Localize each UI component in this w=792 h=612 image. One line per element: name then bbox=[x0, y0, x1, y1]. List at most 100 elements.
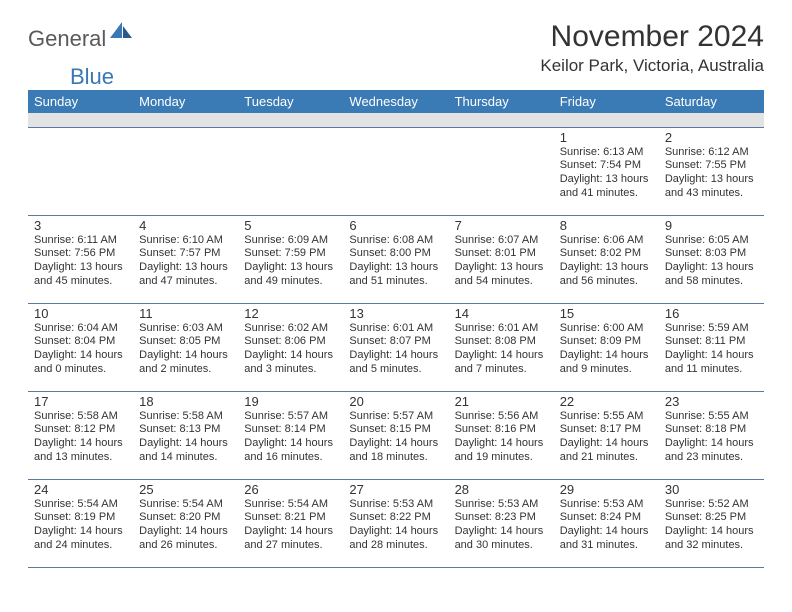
calendar-table: Sunday Monday Tuesday Wednesday Thursday… bbox=[28, 90, 764, 568]
day-number: 18 bbox=[139, 394, 232, 409]
logo-text-blue: Blue bbox=[70, 64, 114, 90]
daylight-text: Daylight: 14 hours and 0 minutes. bbox=[34, 349, 127, 377]
sunrise-text: Sunrise: 5:54 AM bbox=[139, 498, 232, 512]
dow-header: Tuesday bbox=[238, 90, 343, 113]
day-of-week-row: Sunday Monday Tuesday Wednesday Thursday… bbox=[28, 90, 764, 113]
sunrise-text: Sunrise: 5:56 AM bbox=[455, 410, 548, 424]
sunset-text: Sunset: 8:17 PM bbox=[560, 423, 653, 437]
day-number: 10 bbox=[34, 306, 127, 321]
daylight-text: Daylight: 14 hours and 3 minutes. bbox=[244, 349, 337, 377]
day-cell: 28Sunrise: 5:53 AMSunset: 8:23 PMDayligh… bbox=[449, 479, 554, 567]
sunrise-text: Sunrise: 5:53 AM bbox=[560, 498, 653, 512]
sunset-text: Sunset: 8:11 PM bbox=[665, 335, 758, 349]
sunset-text: Sunset: 7:54 PM bbox=[560, 159, 653, 173]
sunrise-text: Sunrise: 6:06 AM bbox=[560, 234, 653, 248]
day-number: 26 bbox=[244, 482, 337, 497]
daylight-text: Daylight: 14 hours and 21 minutes. bbox=[560, 437, 653, 465]
sunrise-text: Sunrise: 6:00 AM bbox=[560, 322, 653, 336]
day-cell: 2Sunrise: 6:12 AMSunset: 7:55 PMDaylight… bbox=[659, 127, 764, 215]
day-number: 20 bbox=[349, 394, 442, 409]
daylight-text: Daylight: 14 hours and 32 minutes. bbox=[665, 525, 758, 553]
day-number: 11 bbox=[139, 306, 232, 321]
day-cell: 25Sunrise: 5:54 AMSunset: 8:20 PMDayligh… bbox=[133, 479, 238, 567]
daylight-text: Daylight: 13 hours and 54 minutes. bbox=[455, 261, 548, 289]
day-cell bbox=[343, 127, 448, 215]
daylight-text: Daylight: 14 hours and 16 minutes. bbox=[244, 437, 337, 465]
day-cell bbox=[28, 127, 133, 215]
sunrise-text: Sunrise: 6:05 AM bbox=[665, 234, 758, 248]
sunrise-text: Sunrise: 6:03 AM bbox=[139, 322, 232, 336]
day-number: 12 bbox=[244, 306, 337, 321]
day-number: 23 bbox=[665, 394, 758, 409]
daylight-text: Daylight: 14 hours and 24 minutes. bbox=[34, 525, 127, 553]
daylight-text: Daylight: 14 hours and 13 minutes. bbox=[34, 437, 127, 465]
sunset-text: Sunset: 7:55 PM bbox=[665, 159, 758, 173]
dow-header: Monday bbox=[133, 90, 238, 113]
day-cell bbox=[133, 127, 238, 215]
day-number: 27 bbox=[349, 482, 442, 497]
daylight-text: Daylight: 13 hours and 47 minutes. bbox=[139, 261, 232, 289]
sunset-text: Sunset: 8:23 PM bbox=[455, 511, 548, 525]
sunset-text: Sunset: 8:05 PM bbox=[139, 335, 232, 349]
day-cell: 4Sunrise: 6:10 AMSunset: 7:57 PMDaylight… bbox=[133, 215, 238, 303]
sunset-text: Sunset: 8:01 PM bbox=[455, 247, 548, 261]
day-number: 6 bbox=[349, 218, 442, 233]
day-number: 2 bbox=[665, 130, 758, 145]
title-block: November 2024 Keilor Park, Victoria, Aus… bbox=[540, 20, 764, 76]
sunset-text: Sunset: 8:18 PM bbox=[665, 423, 758, 437]
sunset-text: Sunset: 8:09 PM bbox=[560, 335, 653, 349]
sunset-text: Sunset: 8:07 PM bbox=[349, 335, 442, 349]
sunset-text: Sunset: 8:13 PM bbox=[139, 423, 232, 437]
sunset-text: Sunset: 8:03 PM bbox=[665, 247, 758, 261]
day-number: 15 bbox=[560, 306, 653, 321]
day-cell: 22Sunrise: 5:55 AMSunset: 8:17 PMDayligh… bbox=[554, 391, 659, 479]
week-row: 1Sunrise: 6:13 AMSunset: 7:54 PMDaylight… bbox=[28, 127, 764, 215]
sunrise-text: Sunrise: 6:09 AM bbox=[244, 234, 337, 248]
day-cell: 5Sunrise: 6:09 AMSunset: 7:59 PMDaylight… bbox=[238, 215, 343, 303]
sunset-text: Sunset: 8:08 PM bbox=[455, 335, 548, 349]
day-cell: 16Sunrise: 5:59 AMSunset: 8:11 PMDayligh… bbox=[659, 303, 764, 391]
sunrise-text: Sunrise: 5:58 AM bbox=[139, 410, 232, 424]
daylight-text: Daylight: 13 hours and 45 minutes. bbox=[34, 261, 127, 289]
day-number: 4 bbox=[139, 218, 232, 233]
day-cell: 10Sunrise: 6:04 AMSunset: 8:04 PMDayligh… bbox=[28, 303, 133, 391]
week-row: 24Sunrise: 5:54 AMSunset: 8:19 PMDayligh… bbox=[28, 479, 764, 567]
daylight-text: Daylight: 13 hours and 56 minutes. bbox=[560, 261, 653, 289]
sunset-text: Sunset: 7:57 PM bbox=[139, 247, 232, 261]
sunrise-text: Sunrise: 6:02 AM bbox=[244, 322, 337, 336]
sunset-text: Sunset: 8:06 PM bbox=[244, 335, 337, 349]
dow-header: Wednesday bbox=[343, 90, 448, 113]
day-cell: 15Sunrise: 6:00 AMSunset: 8:09 PMDayligh… bbox=[554, 303, 659, 391]
day-cell: 23Sunrise: 5:55 AMSunset: 8:18 PMDayligh… bbox=[659, 391, 764, 479]
sunset-text: Sunset: 8:12 PM bbox=[34, 423, 127, 437]
sunrise-text: Sunrise: 5:55 AM bbox=[560, 410, 653, 424]
sunset-text: Sunset: 8:24 PM bbox=[560, 511, 653, 525]
sunset-text: Sunset: 8:25 PM bbox=[665, 511, 758, 525]
day-number: 7 bbox=[455, 218, 548, 233]
sunset-text: Sunset: 8:14 PM bbox=[244, 423, 337, 437]
day-number: 30 bbox=[665, 482, 758, 497]
daylight-text: Daylight: 14 hours and 7 minutes. bbox=[455, 349, 548, 377]
day-number: 13 bbox=[349, 306, 442, 321]
day-cell: 18Sunrise: 5:58 AMSunset: 8:13 PMDayligh… bbox=[133, 391, 238, 479]
day-number: 9 bbox=[665, 218, 758, 233]
sunset-text: Sunset: 8:04 PM bbox=[34, 335, 127, 349]
daylight-text: Daylight: 14 hours and 28 minutes. bbox=[349, 525, 442, 553]
day-number: 17 bbox=[34, 394, 127, 409]
sunrise-text: Sunrise: 6:07 AM bbox=[455, 234, 548, 248]
week-row: 17Sunrise: 5:58 AMSunset: 8:12 PMDayligh… bbox=[28, 391, 764, 479]
sunrise-text: Sunrise: 5:53 AM bbox=[349, 498, 442, 512]
spacer-row bbox=[28, 113, 764, 127]
day-cell: 3Sunrise: 6:11 AMSunset: 7:56 PMDaylight… bbox=[28, 215, 133, 303]
day-cell: 8Sunrise: 6:06 AMSunset: 8:02 PMDaylight… bbox=[554, 215, 659, 303]
day-cell: 7Sunrise: 6:07 AMSunset: 8:01 PMDaylight… bbox=[449, 215, 554, 303]
daylight-text: Daylight: 13 hours and 58 minutes. bbox=[665, 261, 758, 289]
sunset-text: Sunset: 8:21 PM bbox=[244, 511, 337, 525]
daylight-text: Daylight: 14 hours and 23 minutes. bbox=[665, 437, 758, 465]
day-number: 24 bbox=[34, 482, 127, 497]
day-number: 16 bbox=[665, 306, 758, 321]
day-cell: 20Sunrise: 5:57 AMSunset: 8:15 PMDayligh… bbox=[343, 391, 448, 479]
sunrise-text: Sunrise: 5:53 AM bbox=[455, 498, 548, 512]
day-number: 8 bbox=[560, 218, 653, 233]
day-number: 1 bbox=[560, 130, 653, 145]
